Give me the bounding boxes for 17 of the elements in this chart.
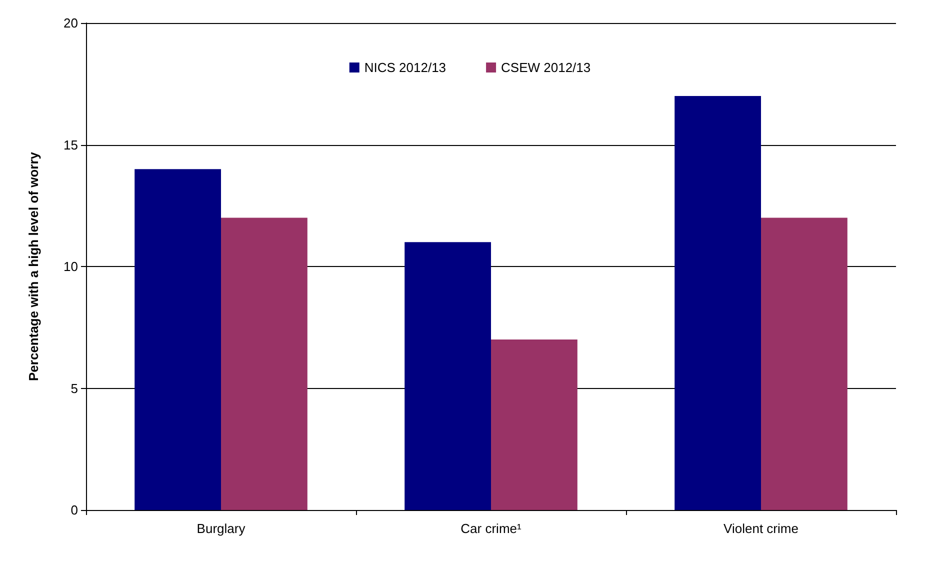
y-tick-label: 5 xyxy=(70,380,78,396)
x-tick-label: Burglary xyxy=(196,521,246,536)
bar xyxy=(674,96,761,510)
x-tick-label: Violent crime xyxy=(724,521,798,536)
legend-label: NICS 2012/13 xyxy=(364,60,446,75)
x-tick-label: Car crime¹ xyxy=(460,521,522,536)
bar xyxy=(404,242,491,510)
y-tick-label: 10 xyxy=(64,259,78,274)
bar xyxy=(491,340,578,510)
y-axis-title: Percentage with a high level of worry xyxy=(26,151,41,382)
y-tick-label: 15 xyxy=(64,137,78,152)
y-tick-label: 20 xyxy=(64,16,78,30)
bar xyxy=(221,218,308,510)
y-tick-label: 0 xyxy=(70,502,78,518)
bar xyxy=(761,218,848,510)
bar xyxy=(134,169,221,510)
legend-label: CSEW 2012/13 xyxy=(501,60,591,75)
